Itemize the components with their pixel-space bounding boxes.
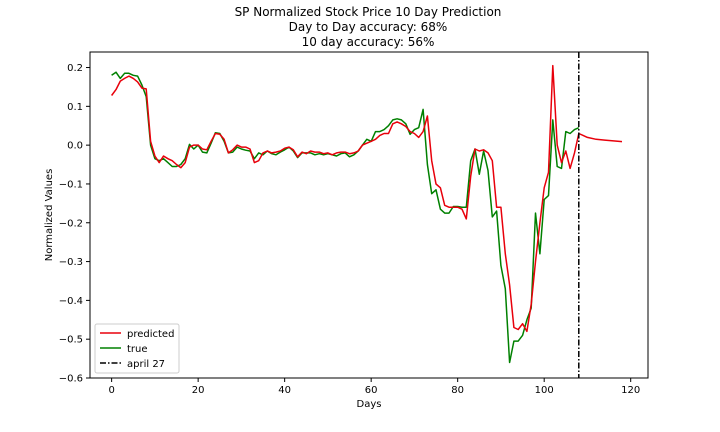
plot-series — [110, 52, 623, 378]
x-tick-label: 60 — [365, 385, 378, 396]
legend: predicted true april 27 — [94, 323, 180, 374]
x-tick-label: 0 — [108, 385, 114, 396]
y-tick-label: −0.6 — [59, 374, 83, 385]
y-tick-label: −0.4 — [59, 296, 83, 307]
x-tick-label: 80 — [451, 385, 464, 396]
chart-title-line-2: Day to Day accuracy: 68% — [289, 20, 448, 34]
chart-title-line-3: 10 day accuracy: 56% — [302, 35, 435, 49]
y-tick-label: 0.0 — [67, 141, 83, 152]
y-tick-label: −0.5 — [59, 335, 83, 346]
y-axis: 0.2 0.1 0.0 −0.1 −0.2 −0.3 −0.4 −0.5 −0.6 — [59, 63, 90, 385]
series-line-predicted — [110, 64, 623, 333]
x-axis: 0 20 40 60 80 100 120 — [108, 378, 640, 396]
y-tick-label: −0.2 — [59, 218, 83, 229]
x-tick-label: 120 — [621, 385, 640, 396]
x-axis-label: Days — [357, 399, 382, 410]
chart-title-line-1: SP Normalized Stock Price 10 Day Predict… — [235, 5, 502, 19]
x-tick-label: 20 — [192, 385, 205, 396]
legend-box — [94, 323, 180, 374]
legend-label-april-27: april 27 — [127, 359, 165, 370]
x-tick-label: 40 — [278, 385, 291, 396]
x-tick-label: 100 — [535, 385, 554, 396]
legend-label-true: true — [127, 344, 148, 355]
legend-label-predicted: predicted — [127, 329, 174, 340]
plot-frame — [89, 51, 649, 379]
y-tick-label: −0.1 — [59, 179, 83, 190]
y-tick-label: 0.1 — [67, 102, 83, 113]
y-axis-label: Normalized Values — [44, 169, 55, 262]
y-tick-label: 0.2 — [67, 63, 83, 74]
y-tick-label: −0.3 — [59, 257, 83, 268]
